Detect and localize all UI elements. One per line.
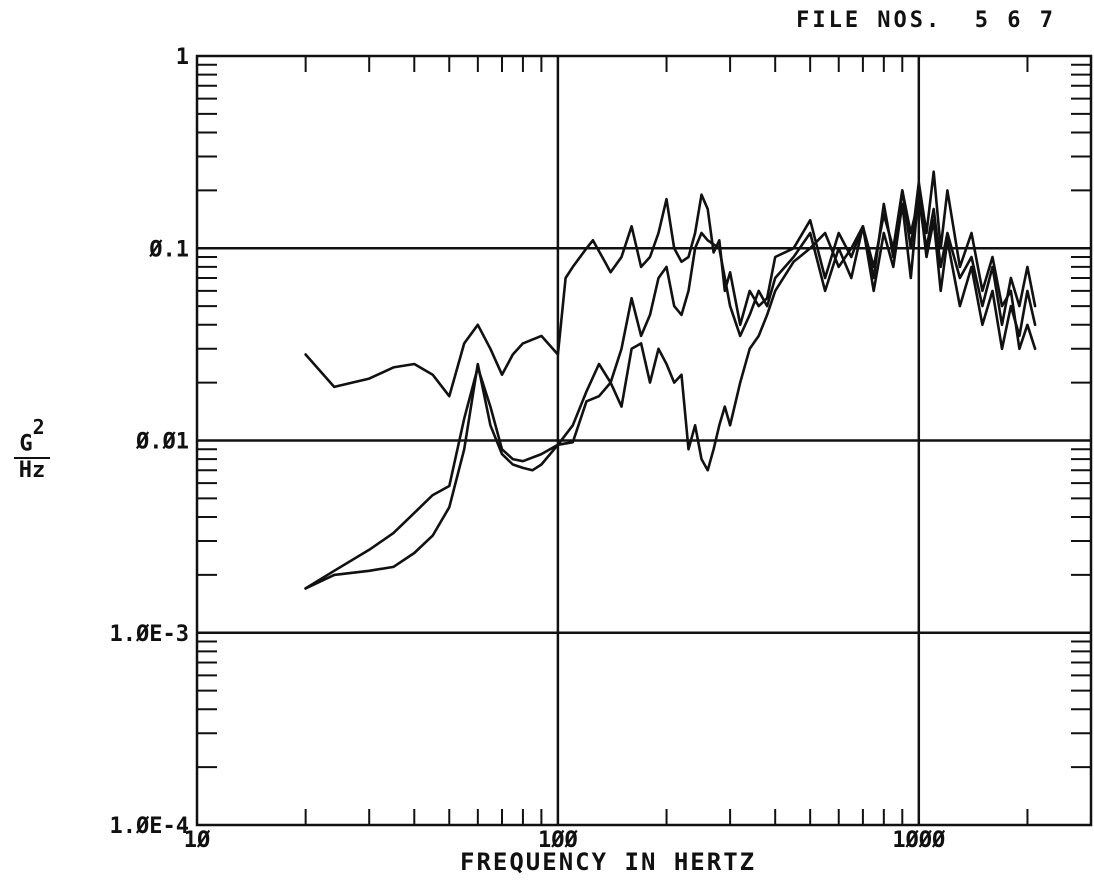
x-tick-label: 1ØØ	[538, 828, 578, 853]
file-numbers-label: FILE NOS. 5 6 7	[796, 8, 1056, 33]
y-axis-title-fraction-bar	[14, 457, 50, 460]
y-tick-label: 1.ØE-4	[110, 814, 189, 839]
x-axis-title: FREQUENCY IN HERTZ	[460, 848, 757, 876]
series-line-2	[304, 189, 1037, 590]
series-line-1	[304, 189, 1037, 398]
plot-frame	[195, 54, 1093, 827]
y-tick-label: 1.ØE-3	[110, 622, 189, 647]
y-axis-title-denominator: Hz	[18, 458, 46, 484]
data-series	[304, 170, 1037, 590]
y-tick-label: 1	[176, 45, 189, 70]
y-axis-title-exponent: 2	[32, 415, 45, 439]
series-line-3	[304, 170, 1037, 590]
y-tick-label: Ø.Ø1	[135, 430, 189, 455]
x-tick-label: 1Ø	[184, 828, 211, 853]
x-tick-labels: 1Ø 1ØØ 1ØØØ	[184, 828, 946, 853]
grid-lines	[197, 56, 1091, 825]
y-tick-labels: 1 Ø.1 Ø.Ø1 1.ØE-3 1.ØE-4	[110, 45, 189, 839]
x-tick-label: 1ØØØ	[892, 828, 946, 853]
y-tick-label: Ø.1	[148, 237, 189, 262]
y-axis-title: G2 Hz	[6, 416, 58, 484]
y-axis-title-numerator: G	[19, 431, 33, 457]
axis-ticks	[197, 56, 1091, 825]
